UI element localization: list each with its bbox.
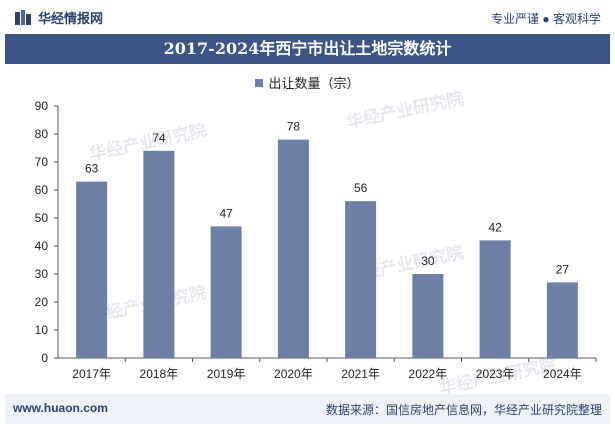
top-bar: 华经情报网 专业严谨 ● 客观科学: [0, 0, 615, 34]
bar: [479, 240, 511, 358]
footer: www.huaon.com 数据来源：国信房地产信息网，华经产业研究院整理: [5, 394, 610, 424]
brand-name: 华经情报网: [38, 11, 104, 26]
data-label: 47: [219, 206, 233, 220]
bar: [143, 150, 175, 358]
y-tick-label: 40: [35, 239, 49, 253]
y-tick-label: 70: [35, 155, 49, 169]
title-bar: 2017-2024年西宁市出让土地宗数统计: [5, 34, 610, 64]
y-tick-label: 0: [41, 351, 48, 365]
chart-legend: 出让数量（宗）: [0, 73, 615, 92]
data-label: 74: [152, 131, 166, 145]
data-label: 78: [287, 120, 301, 134]
bar: [345, 201, 377, 358]
y-tick-label: 90: [35, 99, 49, 113]
chart-title: 2017-2024年西宁市出让土地宗数统计: [163, 39, 452, 58]
bar: [210, 226, 242, 358]
y-tick-label: 30: [35, 267, 49, 281]
footer-source: 数据来源：国信房地产信息网，华经产业研究院整理: [325, 403, 602, 417]
bar: [412, 274, 444, 358]
y-tick-label: 80: [35, 127, 49, 141]
data-label: 30: [421, 254, 435, 268]
y-axis: 0 10 20 30 40 50 60 70 80 90: [35, 99, 59, 365]
x-tick-label: 2022年: [409, 367, 448, 381]
x-tick-label: 2023年: [476, 367, 515, 381]
y-tick-label: 20: [35, 295, 49, 309]
x-axis: 2017年 2018年 2019年 2020年 2021年 2022年 2023年 2024年: [58, 357, 597, 381]
data-label: 56: [354, 181, 368, 195]
y-tick-label: 60: [35, 183, 49, 197]
x-tick-label: 2019年: [207, 367, 246, 381]
brand: 华经情报网: [14, 8, 103, 27]
bar: [546, 282, 578, 358]
x-tick-label: 2020年: [274, 367, 313, 381]
data-label: 63: [85, 162, 99, 176]
value-labels: 63 74 47 78 56 30 42 27: [85, 120, 569, 277]
bar-series: [76, 139, 578, 358]
bar: [277, 139, 309, 358]
x-tick-label: 2017年: [72, 367, 111, 381]
brand-logo-icon: [15, 9, 31, 25]
footer-url: www.huaon.com: [13, 401, 108, 415]
legend-label: 出让数量（宗）: [268, 76, 360, 91]
y-tick-label: 10: [35, 323, 49, 337]
x-tick-label: 2021年: [341, 367, 380, 381]
data-label: 42: [488, 220, 502, 234]
bar: [76, 181, 108, 358]
x-tick-label: 2024年: [543, 367, 582, 381]
tagline: 专业严谨 ● 客观科学: [491, 12, 601, 26]
data-label: 27: [556, 262, 570, 276]
legend-swatch: [255, 78, 264, 87]
y-tick-label: 50: [35, 211, 49, 225]
x-tick-label: 2018年: [140, 367, 179, 381]
